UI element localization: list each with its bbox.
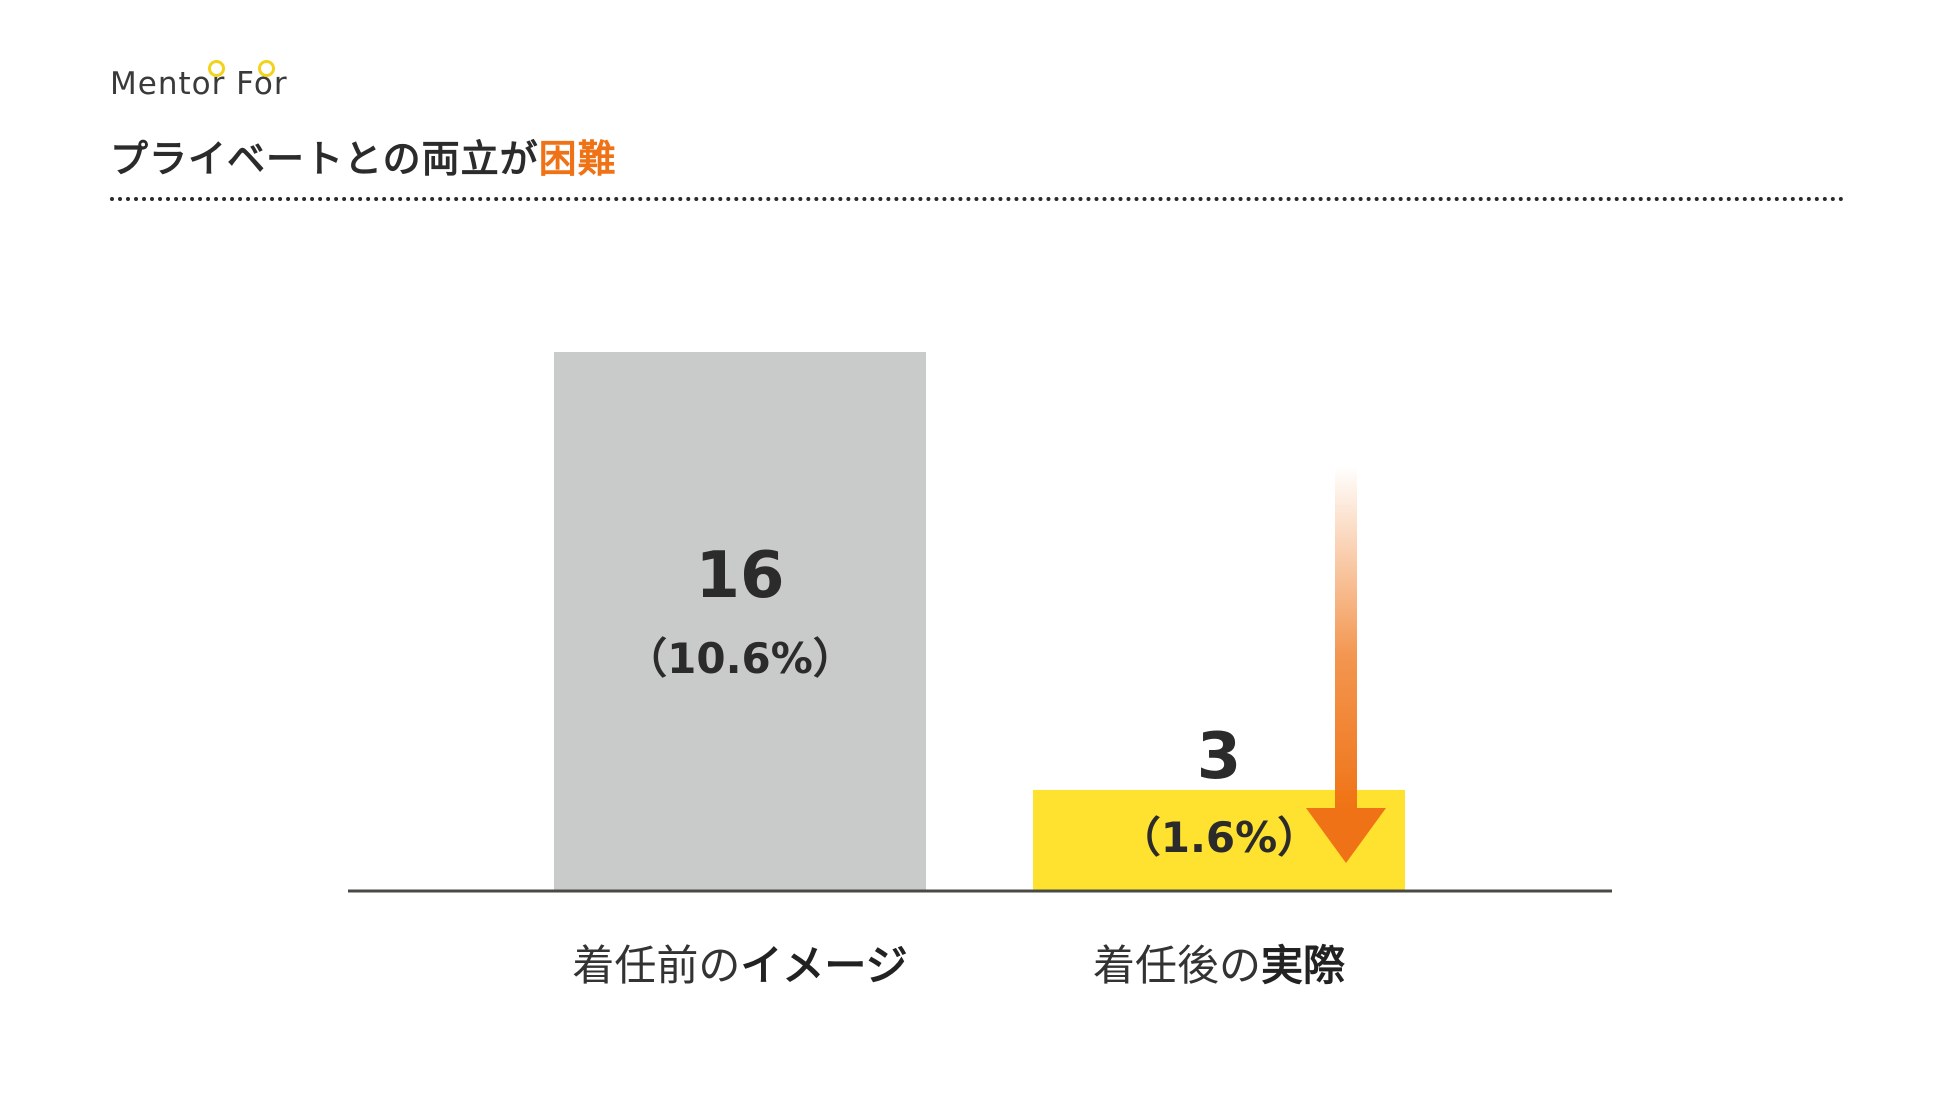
arrow-head	[1306, 808, 1386, 863]
percent-label-1: （1.6%）	[1119, 813, 1320, 862]
title-main: プライベートとの両立が	[110, 137, 539, 181]
category-label-0: 着任前のイメージ	[572, 941, 907, 990]
logo-text: Mentor For	[110, 66, 288, 102]
title-highlight: 困難	[538, 137, 617, 181]
page-title: プライベートとの両立が困難	[110, 128, 617, 183]
bar-0	[554, 352, 926, 891]
percent-label-0: （10.6%）	[625, 634, 855, 683]
logo-mark-o2	[258, 60, 275, 77]
value-label-0: 16	[695, 539, 784, 613]
labels-layer: 16 （10.6%） 着任前のイメージ 3 （1.6%） 着任後の実際	[572, 539, 1345, 990]
brand-logo: Mentor For	[110, 60, 288, 102]
decrease-arrow	[1306, 466, 1386, 863]
value-label-1: 3	[1197, 720, 1242, 794]
arrow-shaft	[1335, 466, 1357, 812]
category-label-1: 着任後の実際	[1093, 941, 1345, 990]
logo-mark-o1	[208, 60, 225, 77]
bars-layer	[554, 352, 1405, 891]
title-divider	[110, 197, 1845, 201]
